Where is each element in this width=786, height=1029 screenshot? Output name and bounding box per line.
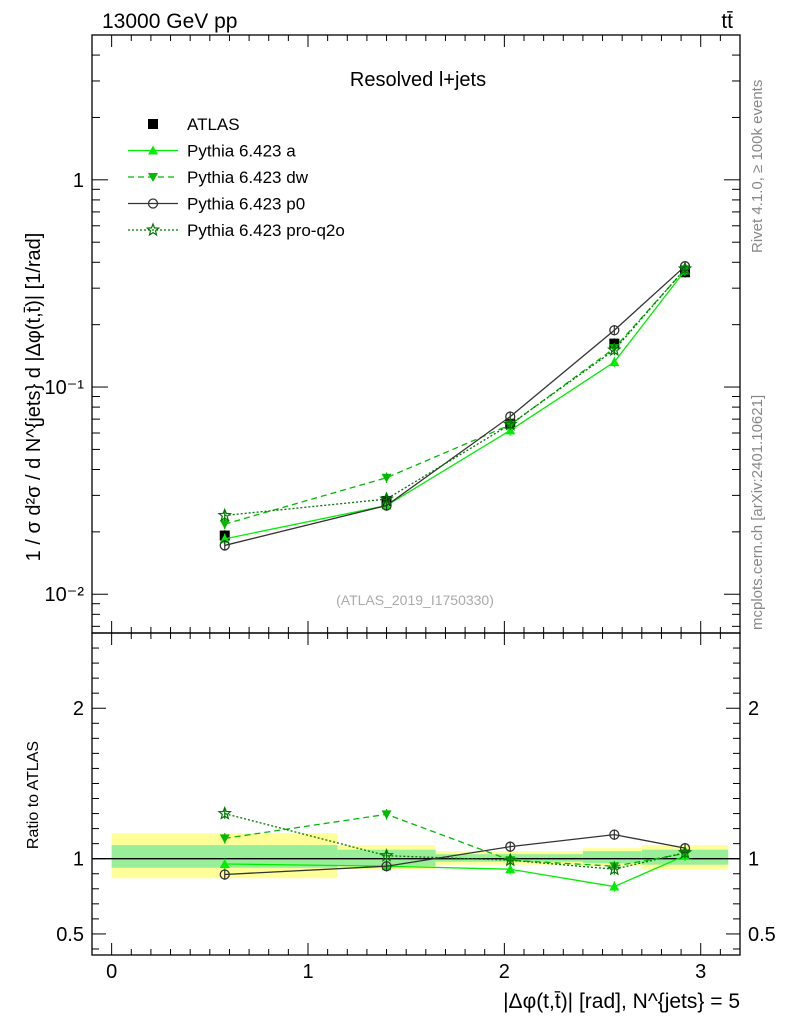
ratio-data-point [379,848,394,862]
ratio-panel-frame [91,632,741,956]
x-tick-label: 2 [499,961,510,983]
series-line-3 [224,265,686,547]
series-0 [219,267,691,541]
data-point [217,507,232,522]
series-1 [219,265,691,545]
ratio-data-point [219,869,230,880]
data-point [677,261,693,276]
ratio-data-point [505,841,516,852]
data-point [219,533,230,543]
series-2 [219,264,691,530]
data-point [379,491,394,506]
ratio-data-point [502,852,518,867]
ratio-data-point [381,861,392,872]
rivet-version-label: Rivet 4.1.0, ≥ 100k events [749,80,766,253]
analysis-watermark: (ATLAS_2019_I1750330) [336,592,494,608]
series-3 [219,260,691,551]
ratio-data-point [505,864,516,874]
ratio-y-tick-label-right: 1 [748,849,759,871]
data-point [219,520,230,530]
ratio-y-tick-label-right: 2 [748,698,759,720]
ratio-y-tick-label-right: 0.5 [748,924,776,946]
legend-marker-2 [148,173,158,182]
legend-marker-0 [148,119,158,129]
ratio-data-point [609,829,620,840]
legend-label-0: ATLAS [187,115,240,134]
data-point [381,473,392,483]
ratio-data-point [381,810,392,820]
ratio-data-point [609,881,620,891]
legend-marker-4 [145,222,161,237]
series-line-1 [224,270,686,540]
ratio-data-point [219,858,230,868]
ratio-y-tick-label: 2 [73,698,84,720]
data-point [609,357,620,367]
series-line-4 [224,268,686,517]
energy-label: 13000 GeV pp [102,10,237,33]
main-panel: 10⁻² 10⁻¹ 1 ATLAS Pythia 6.423 a Pythia 6.423… [45,34,741,634]
ratio-y-tick-label: 0.5 [56,924,84,946]
legend: ATLAS Pythia 6.423 a Pythia 6.423 dw Pythia… [128,115,345,240]
y-tick-label: 10⁻² [45,584,85,606]
ratio-data-point [677,845,693,859]
series-line-2 [224,268,686,525]
x-tick-label: 0 [106,961,117,983]
mcplots-label: mcplots.cern.ch [arXiv:2401.10621] [749,395,766,630]
series-4 [217,261,693,522]
x-axis-label: |Δφ(t,t̄)| [rad], N^{jets} = 5 [503,990,740,1013]
ratio-data-point [217,805,232,820]
y-tick-label: 10⁻¹ [45,377,85,399]
data-point [607,342,622,357]
ratio-panel: 0 1 2 3 0.5 0.5 1 1 2 2 [56,632,776,983]
data-point [609,325,620,336]
data-point [502,416,518,431]
ratio-y-axis-label: Ratio to ATLAS [25,741,42,849]
data-point [219,540,230,551]
ratio-data-point [219,834,230,844]
legend-label-1: Pythia 6.423 a [187,142,296,161]
x-tick-label: 3 [695,961,706,983]
process-label: tt̄ [721,10,733,33]
legend-marker-3 [147,198,159,209]
legend-label-2: Pythia 6.423 dw [187,168,309,187]
ratio-data-point [607,861,622,876]
ratio-band-inner-3 [582,851,642,864]
ratio-series-3 [217,805,693,876]
x-tick-label: 1 [302,961,313,983]
legend-marker-1 [148,145,158,155]
main-panel-title: Resolved l+jets [350,69,486,91]
legend-label-4: Pythia 6.423 pro-q2o [187,221,345,240]
ratio-y-tick-label: 1 [73,849,84,871]
legend-label-3: Pythia 6.423 p0 [187,195,305,214]
ratio-band-inner-0 [111,845,338,868]
main-y-axis-label: 1 / σ d²σ / d N^{jets} d |Δφ(t,t̄)| [1/r… [23,233,45,562]
y-tick-label: 1 [73,170,84,192]
